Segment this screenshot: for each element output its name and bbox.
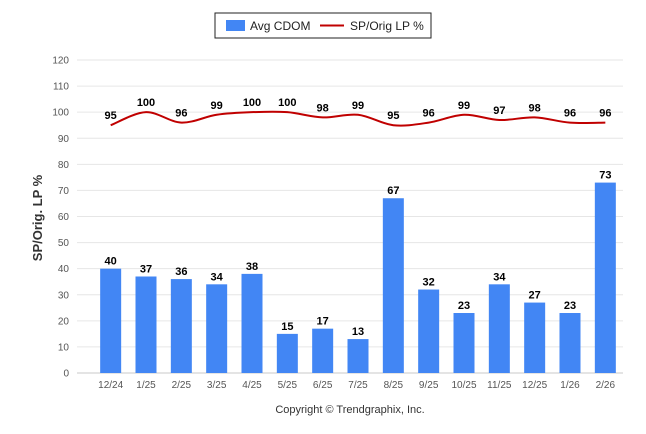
x-tick-label: 2/25 [172, 380, 192, 391]
y-tick-label: 30 [58, 290, 70, 301]
bar[interactable] [559, 313, 581, 373]
legend[interactable]: Avg CDOM SP/Orig LP % [214, 12, 432, 39]
x-tick-label: 1/26 [560, 380, 580, 391]
x-tick-label: 11/25 [487, 380, 512, 391]
line-value-label: 100 [137, 97, 155, 109]
bar[interactable] [382, 198, 404, 373]
legend-item-sp-orig-lp[interactable]: SP/Orig LP % [350, 19, 424, 33]
bar-value-label: 17 [317, 316, 329, 328]
legend-item-avg-cdom[interactable]: Avg CDOM [250, 19, 310, 33]
line-value-label: 96 [564, 108, 576, 120]
bar[interactable] [206, 284, 228, 373]
x-tick-label: 2/26 [596, 380, 616, 391]
y-tick-label: 20 [58, 316, 70, 327]
line-sp-orig-lp[interactable] [110, 110, 606, 127]
bar[interactable] [312, 328, 334, 373]
legend-bar-swatch [226, 20, 245, 31]
copyright-footer: Copyright © Trendgraphix, Inc. [275, 404, 424, 416]
y-tick-label: 90 [58, 134, 70, 145]
line-value-label: 99 [458, 100, 470, 112]
y-tick-label: 10 [58, 342, 70, 353]
x-tick-label: 12/25 [522, 380, 547, 391]
line-value-label: 99 [352, 100, 364, 112]
bar-value-label: 37 [140, 263, 152, 275]
x-tick-label: 1/25 [136, 380, 156, 391]
y-tick-label: 80 [58, 160, 70, 171]
bar-value-label: 67 [387, 185, 399, 197]
y-tick-label: 0 [63, 369, 69, 380]
line-series [110, 110, 606, 127]
y-axis-ticks: 0 10 20 30 40 50 60 70 80 90 100 110 120 [52, 56, 69, 380]
bar-series [100, 182, 616, 373]
bar[interactable] [276, 333, 298, 373]
x-tick-label: 5/25 [278, 380, 298, 391]
y-tick-label: 120 [52, 56, 69, 67]
y-tick-label: 40 [58, 264, 70, 275]
y-tick-label: 70 [58, 186, 70, 197]
x-tick-label: 10/25 [451, 380, 476, 391]
bar-value-label: 38 [246, 261, 258, 273]
bar[interactable] [170, 279, 192, 373]
bar[interactable] [241, 273, 263, 373]
line-value-label: 95 [387, 110, 399, 122]
bar-value-label: 40 [105, 256, 117, 268]
bar[interactable] [453, 313, 475, 373]
line-value-label: 96 [175, 108, 187, 120]
bar[interactable] [135, 276, 157, 373]
bar[interactable] [100, 268, 122, 373]
data-labels: 40 37 36 34 38 15 17 13 67 32 23 34 27 23 73 95 100 96 99 1… [105, 97, 612, 338]
bar-value-label: 23 [458, 300, 470, 312]
grid [77, 59, 623, 374]
x-tick-label: 4/25 [242, 380, 262, 391]
bar[interactable] [488, 284, 510, 373]
bar-value-label: 34 [493, 271, 506, 283]
bar-value-label: 34 [211, 271, 224, 283]
y-tick-label: 100 [52, 108, 69, 119]
x-tick-label: 8/25 [384, 380, 404, 391]
bar-value-label: 32 [423, 277, 435, 289]
bar-value-label: 13 [352, 326, 364, 338]
line-value-label: 96 [423, 108, 435, 120]
x-tick-label: 6/25 [313, 380, 333, 391]
line-value-label: 99 [211, 100, 223, 112]
bar-value-label: 27 [529, 290, 541, 302]
x-axis-ticks: 12/24 1/25 2/25 3/25 4/25 5/25 6/25 7/25 8/25 9/2… [98, 380, 615, 391]
line-value-label: 97 [493, 105, 505, 117]
x-tick-label: 3/25 [207, 380, 227, 391]
line-value-label: 96 [599, 108, 611, 120]
line-value-label: 95 [105, 110, 117, 122]
bar[interactable] [418, 289, 440, 373]
line-value-label: 100 [278, 97, 296, 109]
bar-value-label: 23 [564, 300, 576, 312]
bar-value-label: 15 [281, 321, 293, 333]
line-value-label: 98 [529, 102, 541, 114]
bar[interactable] [524, 302, 546, 373]
x-tick-label: 9/25 [419, 380, 439, 391]
line-value-label: 98 [317, 102, 329, 114]
bar-value-label: 73 [599, 170, 611, 182]
x-tick-label: 7/25 [348, 380, 368, 391]
y-axis-title: SP/Orig. LP % [30, 174, 45, 261]
line-value-label: 100 [243, 97, 261, 109]
y-tick-label: 50 [58, 238, 70, 249]
x-tick-label: 12/24 [98, 380, 123, 391]
y-tick-label: 60 [58, 212, 70, 223]
bar-value-label: 36 [175, 266, 187, 278]
bar[interactable] [347, 339, 369, 373]
bar[interactable] [594, 182, 616, 373]
y-tick-label: 110 [53, 82, 69, 93]
